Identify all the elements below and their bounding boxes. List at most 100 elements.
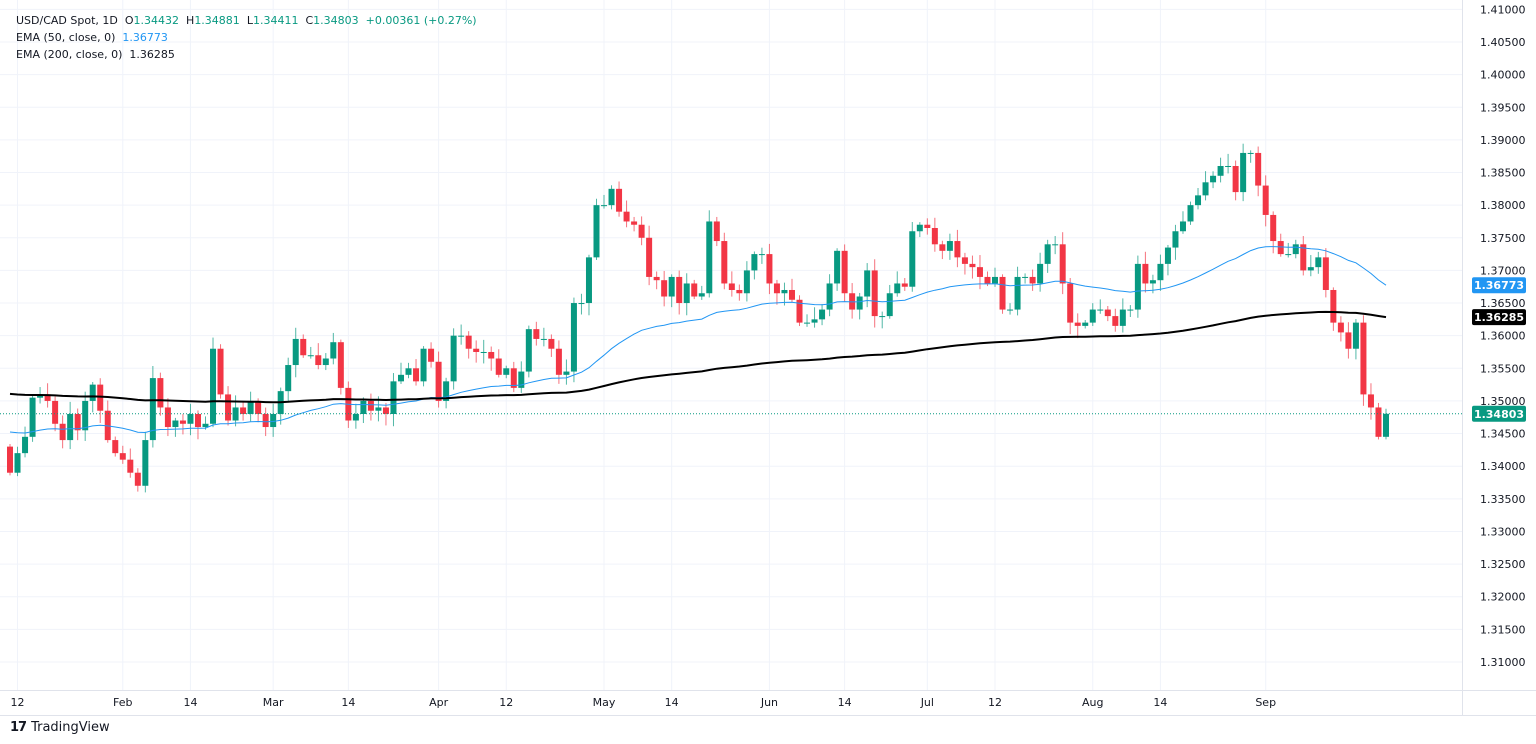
y-tick-label: 1.37500 bbox=[1480, 232, 1526, 245]
candle-body bbox=[127, 459, 134, 473]
candle-body bbox=[834, 250, 841, 284]
candle-up bbox=[1315, 251, 1322, 274]
candle-up bbox=[683, 273, 690, 316]
candle-up bbox=[420, 346, 427, 387]
candle-body bbox=[240, 407, 247, 414]
candle-down bbox=[488, 346, 495, 371]
candle-body bbox=[1119, 309, 1126, 326]
candle-up bbox=[608, 185, 615, 210]
candle-up bbox=[743, 261, 750, 302]
price-axis[interactable]: 1.31000 1.31500 1.32000 1.32500 1.33000 1.335… bbox=[1480, 3, 1526, 669]
candle-body bbox=[405, 368, 412, 375]
candle-body bbox=[428, 348, 435, 362]
candle-down bbox=[465, 331, 472, 359]
candle-up bbox=[1240, 143, 1247, 202]
y-tick-label: 1.34000 bbox=[1480, 460, 1526, 473]
candle-up bbox=[1352, 319, 1359, 360]
x-tick-label: 14 bbox=[341, 696, 355, 709]
candle-body bbox=[939, 244, 946, 251]
candle-body bbox=[1292, 244, 1299, 255]
y-tick-label: 1.38500 bbox=[1480, 167, 1526, 180]
candle-down bbox=[134, 468, 141, 492]
candle-up bbox=[601, 194, 608, 209]
candle-body bbox=[7, 446, 13, 473]
candle-body bbox=[608, 188, 615, 206]
candle-body bbox=[623, 211, 630, 222]
candle-body bbox=[435, 361, 442, 401]
candle-body bbox=[307, 355, 314, 357]
candle-up bbox=[480, 339, 487, 364]
candle-up bbox=[397, 362, 404, 384]
last-price-label-bg bbox=[1472, 405, 1526, 422]
x-tick-label: Jul bbox=[920, 696, 934, 709]
ema200-row[interactable]: EMA (200, close, 0) 1.36285 bbox=[16, 46, 477, 63]
candle-up bbox=[503, 365, 510, 379]
ema50-line bbox=[9, 246, 1387, 434]
candle-body bbox=[210, 348, 217, 424]
candle-down bbox=[646, 225, 653, 286]
candle-body bbox=[292, 338, 299, 366]
candle-up bbox=[458, 324, 465, 345]
tradingview-logo[interactable]: 𝟭𝟳 TradingView bbox=[10, 720, 110, 735]
candle-body bbox=[736, 289, 743, 294]
candle-down bbox=[217, 344, 224, 399]
candle-body bbox=[811, 319, 818, 323]
candle-up bbox=[1210, 171, 1217, 189]
candle-down bbox=[999, 274, 1006, 314]
candle-body bbox=[976, 267, 983, 277]
candle-body bbox=[1195, 195, 1202, 206]
symbol-title[interactable]: USD/CAD Spot, 1D bbox=[16, 14, 118, 27]
candle-down bbox=[954, 229, 961, 268]
candle-down bbox=[194, 410, 201, 440]
candle-up bbox=[879, 311, 886, 329]
y-tick-label: 1.41000 bbox=[1480, 3, 1526, 16]
time-axis[interactable]: 12 Feb 14 Mar 14 Apr 12 May 14 Jun 14 Jul 12 Aug 14 Sep bbox=[11, 696, 1277, 709]
candle-up bbox=[285, 357, 292, 403]
candle-up bbox=[826, 274, 833, 317]
candle-up bbox=[834, 248, 841, 291]
candle-up bbox=[916, 222, 923, 238]
candle-up bbox=[247, 391, 254, 422]
candle-down bbox=[638, 216, 645, 246]
candle-body bbox=[916, 224, 923, 232]
candle-body bbox=[653, 276, 660, 281]
candle-up bbox=[172, 417, 179, 437]
x-tick-label: Mar bbox=[263, 696, 284, 709]
candle-up bbox=[1157, 254, 1164, 291]
candle-down bbox=[473, 340, 480, 363]
candle-body bbox=[255, 400, 262, 414]
x-tick-label: Sep bbox=[1255, 696, 1276, 709]
candle-down bbox=[796, 295, 803, 327]
x-tick-label: Apr bbox=[429, 696, 449, 709]
candle-up bbox=[1187, 201, 1194, 225]
candle-body bbox=[1014, 276, 1021, 310]
candle-up bbox=[1089, 303, 1096, 327]
candle-up bbox=[187, 403, 194, 436]
candle-down bbox=[1375, 402, 1382, 440]
candle-body bbox=[488, 351, 495, 359]
candle-up bbox=[856, 292, 863, 320]
candle-up bbox=[1127, 305, 1134, 317]
candle-body bbox=[89, 384, 96, 401]
candle-body bbox=[157, 378, 164, 408]
candle-down bbox=[74, 408, 81, 441]
candle-body bbox=[232, 407, 239, 421]
candle-body bbox=[1300, 244, 1307, 271]
candle-body bbox=[1330, 289, 1337, 323]
candle-body bbox=[187, 413, 194, 424]
candle-down bbox=[1059, 232, 1066, 295]
y-tick-label: 1.35000 bbox=[1480, 395, 1526, 408]
candle-up bbox=[330, 332, 337, 365]
candle-body bbox=[465, 335, 472, 349]
candle-down bbox=[969, 255, 976, 279]
candle-up bbox=[307, 346, 314, 359]
y-tick-label: 1.31500 bbox=[1480, 623, 1526, 636]
candle-body bbox=[570, 303, 577, 372]
candle-down bbox=[367, 393, 374, 421]
ema50-row[interactable]: EMA (50, close, 0) 1.36773 bbox=[16, 29, 477, 46]
candle-body bbox=[841, 250, 848, 294]
ema200-line bbox=[9, 310, 1387, 404]
candle-down bbox=[52, 396, 59, 432]
